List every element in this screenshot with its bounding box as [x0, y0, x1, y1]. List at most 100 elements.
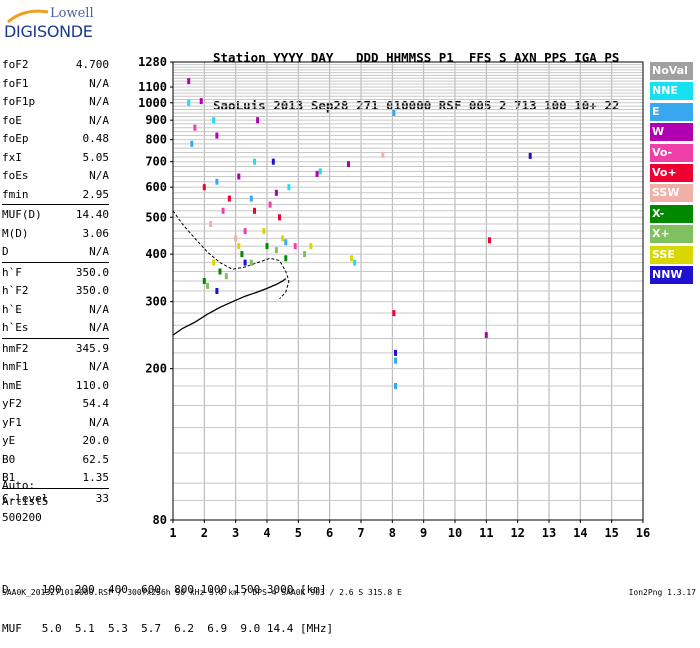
echo-point-x [206, 282, 209, 289]
param-name: hmE [2, 378, 22, 392]
param-row: C-level 33 [2, 490, 109, 509]
param-row: yF1 N/A [2, 414, 109, 433]
param-value: N/A [89, 169, 109, 182]
echo-point-w [256, 117, 260, 124]
echo-point-e [394, 357, 397, 364]
distance-row: D 100 200 400 600 800 1000 1500 3000 [km… [2, 583, 327, 596]
echo-point-sse [262, 228, 266, 235]
y-tick-label: 200 [145, 362, 167, 376]
param-row: D N/A [2, 243, 109, 262]
x-tick-label: 8 [389, 526, 396, 540]
echo-point-nne [287, 184, 291, 191]
auto-software: Artist5 [2, 495, 49, 508]
echo-point-x [303, 251, 307, 258]
echo-point-nne [318, 168, 322, 175]
lowell-digisonde-logo: Lowell DIGISONDE [4, 6, 112, 48]
param-name: h`F2 [2, 284, 29, 297]
echo-point-x [249, 259, 253, 266]
x-tick-label: 16 [636, 526, 650, 540]
param-value: N/A [89, 95, 109, 108]
x-tick-label: 2 [201, 526, 208, 540]
param-row: hmF1 N/A [2, 358, 109, 377]
echo-point-e [284, 239, 288, 246]
param-value: 350.0 [75, 265, 109, 279]
param-name: h`F [2, 265, 22, 279]
echo-point-x [274, 247, 278, 254]
echo-point-sse [281, 235, 285, 242]
param-value: 2.95 [82, 187, 110, 201]
param-value: N/A [89, 113, 109, 127]
legend-item-nnw: NNW [650, 265, 693, 284]
x-tick-label: 11 [479, 526, 493, 540]
echo-point-vo [193, 124, 197, 131]
echo-point-w [215, 132, 219, 139]
param-value: N/A [89, 321, 109, 334]
param-value: 4.700 [75, 58, 109, 71]
echo-point-nne [253, 158, 256, 165]
echo-point-x [240, 251, 244, 258]
echo-point-ssw [234, 235, 238, 242]
scaled-parameters-panel: foF2 4.700 foF1 N/A foF1p N/A foE N/A foEp 0.48 fx… [2, 56, 109, 508]
x-tick-label: 12 [510, 526, 524, 540]
legend-item-sse: SSE [650, 245, 693, 264]
echo-point-x [202, 278, 206, 284]
param-separator [2, 487, 109, 489]
echo-point-vo [243, 228, 247, 235]
echo-point-vo [221, 207, 225, 214]
y-tick-label: 700 [145, 155, 167, 169]
param-name: yF2 [2, 397, 22, 410]
param-name: fmin [2, 187, 29, 201]
echo-point-sse [212, 259, 216, 266]
y-tick-label: 1280 [138, 55, 167, 69]
param-separator [2, 204, 109, 205]
legend-item-ssw: SSW [650, 184, 693, 203]
legend-item-w: W [650, 123, 693, 142]
param-value: 350.0 [75, 284, 109, 297]
x-tick-label: 7 [357, 526, 364, 540]
echo-point-e [249, 195, 253, 202]
ionogram-plot: 1 2 3 4 5 6 7 8 9 10 11 12 13 14 15 1680200300400500600… [138, 55, 650, 540]
param-name: foF1 [2, 76, 29, 90]
param-row: MUF(D) 14.40 [2, 206, 109, 225]
echo-point-nne [353, 259, 357, 266]
echo-point-x [224, 273, 228, 280]
param-name: foEs [2, 169, 29, 182]
y-tick-label: 500 [145, 210, 167, 224]
echo-point-nnw [528, 152, 532, 159]
x-tick-label: 9 [420, 526, 427, 540]
y-tick-label: 1000 [138, 96, 167, 110]
param-separator [2, 261, 109, 263]
param-name: C-level [2, 491, 49, 505]
muf-table: D 100 200 400 600 800 1000 1500 3000 [km… [2, 557, 333, 648]
x-tick-label: 3 [232, 526, 239, 540]
param-name: hmF1 [2, 360, 29, 373]
echo-point-vo [227, 195, 231, 202]
param-name: B1 [2, 471, 16, 484]
param-value: N/A [89, 360, 109, 373]
param-value: 62.5 [82, 452, 110, 466]
x-tick-label: 6 [326, 526, 333, 540]
echo-point-vo [392, 310, 396, 317]
echo-point-e [394, 383, 397, 389]
y-tick-label: 600 [145, 180, 167, 194]
param-name: h`E [2, 302, 22, 316]
param-row: hmE 110.0 [2, 377, 109, 396]
echo-point-sse [350, 255, 354, 262]
auto-label: Auto: [2, 479, 36, 492]
echo-point-e [190, 140, 194, 147]
polarization-legend: NoVal NNE E W Vo- Vo+ SSW X- X+ SSE NNW [650, 62, 693, 286]
echo-point-e [215, 178, 219, 185]
param-row: fmin 2.95 [2, 186, 109, 205]
param-name: foF1p [2, 95, 36, 108]
param-name: D [2, 245, 9, 258]
echo-point-w [347, 161, 350, 168]
logo-brand: Lowell [50, 6, 94, 21]
echo-point-e [392, 110, 396, 116]
echo-point-nnw [394, 349, 397, 356]
echo-point-vo [278, 214, 281, 221]
param-name: yE [2, 434, 16, 447]
echo-point-vo [268, 201, 272, 208]
echo-point-w [237, 173, 241, 180]
param-row: h`Es N/A [2, 319, 109, 338]
param-row: h`F 350.0 [2, 264, 109, 283]
